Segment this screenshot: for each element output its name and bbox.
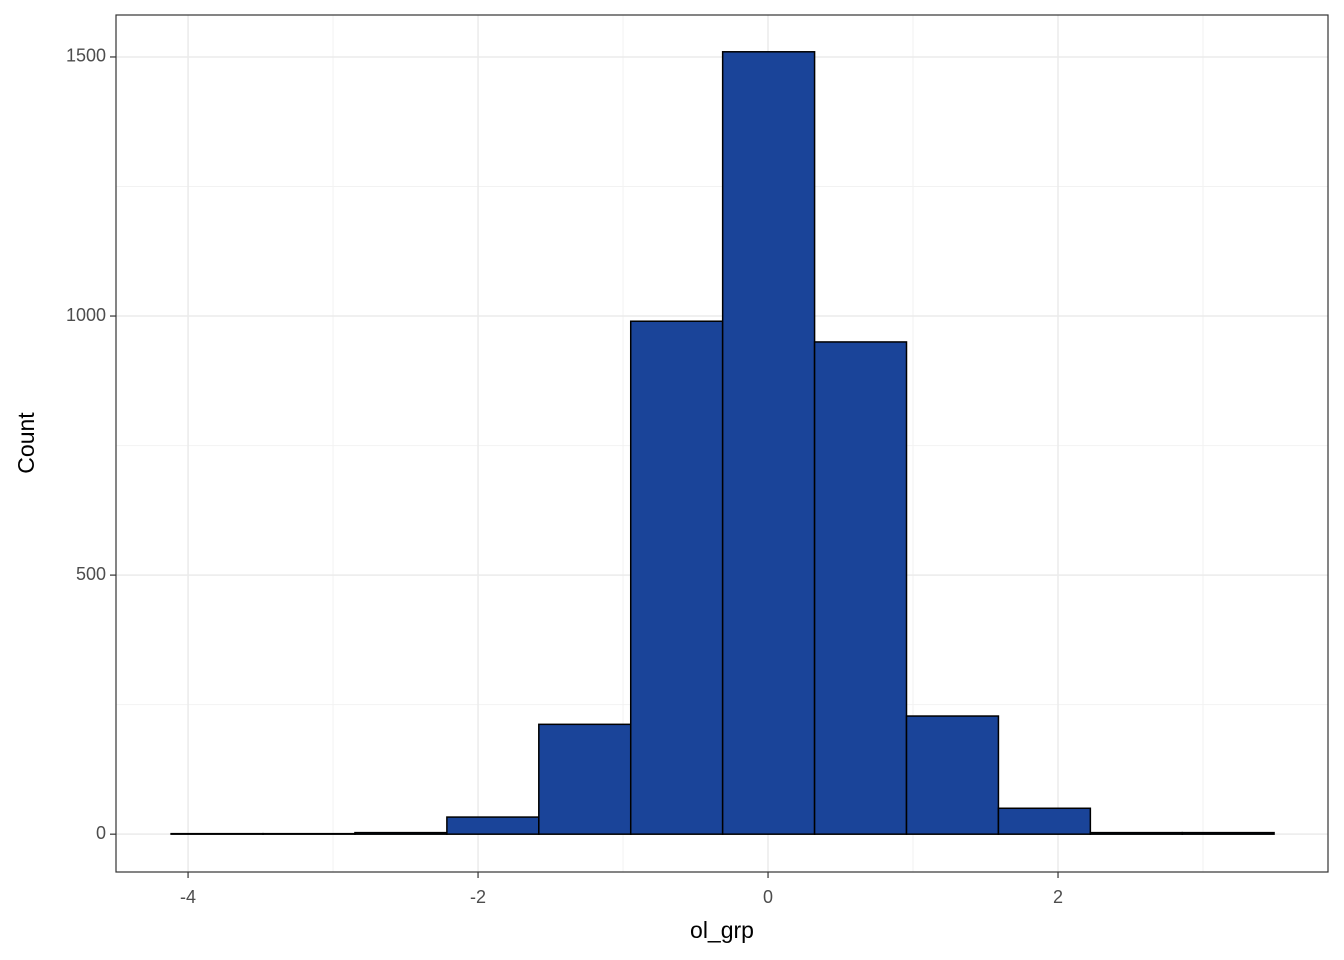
x-axis-title: ol_grp (690, 917, 754, 943)
bar (354, 831, 448, 835)
x-tick-label: 2 (1053, 887, 1063, 907)
x-tick-label: -2 (470, 887, 486, 907)
bar (997, 807, 1092, 835)
y-tick-label: 1000 (66, 305, 106, 325)
bar (905, 715, 1000, 835)
bar (262, 832, 356, 835)
bar (721, 51, 816, 835)
bar (629, 320, 724, 835)
y-axis-title: Count (13, 412, 39, 474)
bar (538, 723, 632, 835)
x-tick-label: -4 (180, 887, 196, 907)
y-tick-label: 0 (96, 823, 106, 843)
y-tick-label: 500 (76, 564, 106, 584)
bar (446, 816, 540, 835)
bar (1089, 831, 1184, 835)
bar (170, 832, 264, 835)
x-tick-label: 0 (763, 887, 773, 907)
plot-border (115, 14, 1329, 873)
y-tick-label: 1500 (66, 46, 106, 66)
bar (1181, 831, 1275, 835)
bar (813, 341, 908, 835)
